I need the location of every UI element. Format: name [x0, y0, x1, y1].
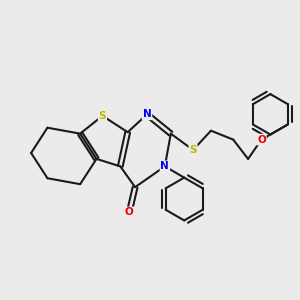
Text: N: N [143, 109, 152, 119]
Text: N: N [160, 161, 169, 171]
Text: S: S [99, 111, 106, 121]
Text: O: O [125, 207, 134, 218]
Text: O: O [257, 135, 266, 145]
Text: S: S [189, 145, 197, 155]
